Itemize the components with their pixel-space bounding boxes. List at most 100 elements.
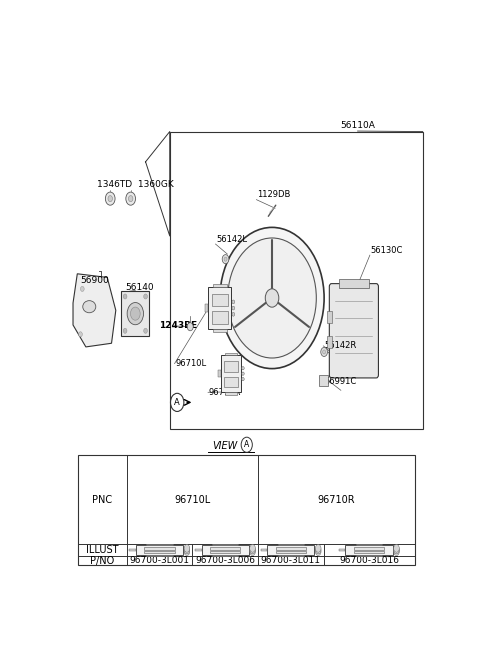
Text: 96710L: 96710L [174,495,210,504]
Bar [121,291,149,336]
Text: P/NO: P/NO [90,555,114,566]
Circle shape [250,546,255,554]
Text: 96700-3L001: 96700-3L001 [130,556,190,565]
Bar [218,370,221,377]
Bar [339,549,346,551]
Bar [276,547,306,550]
Bar [327,336,332,348]
Text: 1346TD  1360GK: 1346TD 1360GK [97,180,174,189]
Bar [213,329,227,332]
Bar [210,547,240,550]
Text: 96710R: 96710R [209,388,241,397]
Text: 96710L: 96710L [175,359,206,368]
Circle shape [323,350,325,354]
Bar [225,352,237,356]
Circle shape [123,328,127,333]
Text: 1129DB: 1129DB [257,190,290,199]
Bar [146,544,173,546]
FancyBboxPatch shape [329,284,378,378]
Bar [208,288,231,329]
Circle shape [184,546,190,554]
Text: 96710R: 96710R [317,495,355,504]
Bar [212,544,239,546]
Bar [205,304,208,312]
Circle shape [81,286,84,291]
Circle shape [184,544,190,552]
Bar [213,284,227,288]
Bar [224,377,238,388]
Circle shape [108,196,112,202]
Bar [78,455,415,565]
Circle shape [187,323,193,331]
Bar [129,549,136,551]
Circle shape [265,289,279,307]
Bar [210,551,240,553]
Bar [277,544,304,546]
Circle shape [394,548,399,555]
Bar [224,361,238,372]
Bar [356,544,382,546]
Circle shape [106,192,115,205]
Circle shape [222,255,229,264]
Text: 96700-3L006: 96700-3L006 [195,556,255,565]
Text: 56110A: 56110A [340,121,375,130]
Circle shape [315,546,321,554]
Text: 96700-3L011: 96700-3L011 [261,556,321,565]
Circle shape [232,300,235,304]
Text: PNC: PNC [92,495,112,504]
Bar [354,551,384,553]
Text: VIEW: VIEW [212,441,237,451]
Bar [276,551,306,553]
Text: 56142L: 56142L [216,236,247,244]
Circle shape [315,544,321,552]
Text: 56900: 56900 [81,276,109,285]
Bar [267,546,314,555]
Bar [144,551,175,553]
Text: 96700-3L016: 96700-3L016 [339,556,399,565]
Circle shape [242,372,244,375]
Circle shape [144,294,147,299]
Text: 56991C: 56991C [324,377,356,386]
Circle shape [394,546,399,554]
Text: A: A [174,398,180,407]
Circle shape [315,548,321,555]
Polygon shape [73,274,116,347]
Circle shape [224,257,227,261]
Text: ILLUST: ILLUST [86,545,119,555]
Bar [339,279,369,288]
Bar [202,546,249,555]
Bar [327,310,332,323]
Circle shape [232,312,235,316]
Circle shape [126,192,135,205]
Bar [212,311,228,324]
Circle shape [250,548,255,555]
Circle shape [144,328,147,333]
Bar [212,293,228,306]
Circle shape [242,377,244,381]
Bar [144,547,175,550]
Circle shape [232,306,235,310]
Text: 56142R: 56142R [324,341,356,350]
Circle shape [321,347,327,356]
Circle shape [220,227,324,369]
Text: 1243BE: 1243BE [158,321,197,330]
Circle shape [129,196,133,202]
Circle shape [127,303,144,325]
Circle shape [394,544,399,552]
Bar [346,546,393,555]
Text: 56140: 56140 [125,284,154,292]
Text: 56130C: 56130C [371,246,403,255]
Text: A: A [244,440,250,449]
Bar [225,392,237,395]
Bar [136,546,183,555]
Ellipse shape [83,301,96,312]
Circle shape [242,367,244,370]
Circle shape [123,294,127,299]
Circle shape [184,548,190,555]
Circle shape [228,238,316,358]
Bar [195,549,202,551]
Bar [319,375,328,386]
Bar [170,132,423,429]
Circle shape [79,332,83,337]
Bar [261,549,267,551]
